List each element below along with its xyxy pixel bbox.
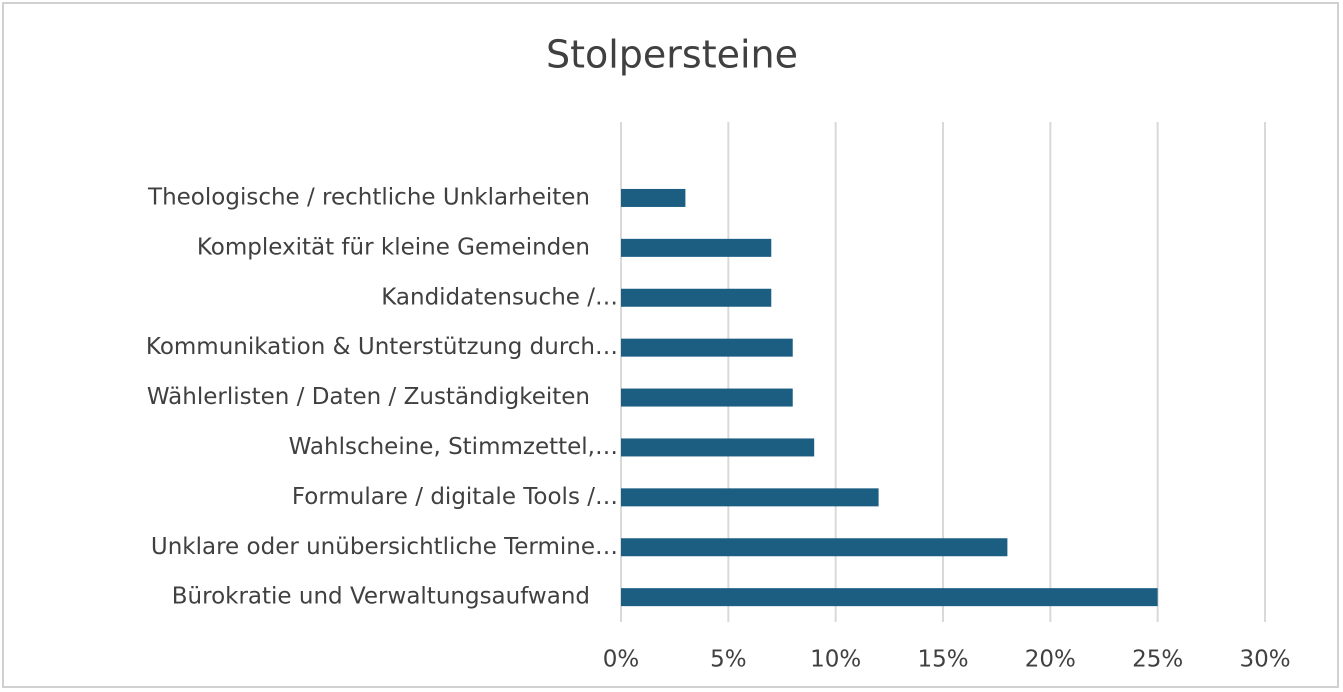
y-tick-label: Unklare oder unübersichtliche Termine… bbox=[151, 534, 618, 560]
y-tick-label: Bürokratie und Verwaltungsaufwand bbox=[172, 584, 590, 610]
x-tick-label: 25% bbox=[1132, 647, 1183, 673]
bar bbox=[621, 288, 772, 307]
x-tick-label: 5% bbox=[710, 647, 747, 673]
bar bbox=[621, 438, 815, 457]
y-tick-label: Komplexität für kleine Gemeinden bbox=[197, 234, 590, 260]
x-tick-label: 10% bbox=[810, 647, 861, 673]
y-tick-label: Kandidatensuche /… bbox=[381, 284, 618, 310]
y-tick-label: Formulare / digitale Tools /… bbox=[292, 484, 618, 510]
bar bbox=[621, 188, 686, 207]
x-tick-label: 15% bbox=[917, 647, 968, 673]
bar bbox=[621, 338, 793, 357]
bar bbox=[621, 238, 772, 257]
y-tick-label: Wahlscheine, Stimmzettel,… bbox=[289, 434, 618, 460]
x-tick-label: 30% bbox=[1239, 647, 1290, 673]
bar bbox=[621, 388, 793, 407]
chart-title: Stolpersteine bbox=[546, 33, 798, 77]
bar bbox=[621, 538, 1008, 557]
y-tick-label: Wählerlisten / Daten / Zuständigkeiten bbox=[147, 384, 590, 410]
y-tick-label: Kommunikation & Unterstützung durch… bbox=[146, 334, 618, 360]
y-tick-label: Theologische / rechtliche Unklarheiten bbox=[147, 184, 590, 210]
bar bbox=[621, 588, 1158, 607]
bar bbox=[621, 488, 879, 507]
x-tick-label: 20% bbox=[1025, 647, 1076, 673]
x-tick-label: 0% bbox=[603, 647, 640, 673]
